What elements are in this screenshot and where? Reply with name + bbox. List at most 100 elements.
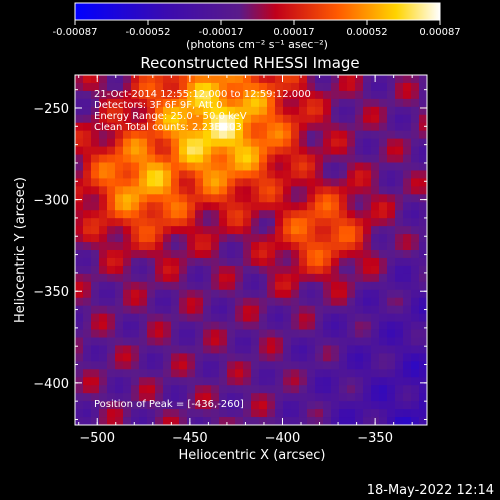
heatmap-cell	[187, 130, 196, 140]
heatmap-cell	[99, 369, 108, 378]
heatmap-cell	[363, 194, 372, 203]
x-axis: −500 −450 −400 −350	[78, 75, 413, 446]
heatmap-cell	[131, 186, 140, 195]
heatmap-cell	[243, 146, 252, 155]
heatmap-cell	[83, 265, 92, 275]
heatmap-cell	[99, 297, 108, 307]
heatmap-cell	[283, 353, 292, 362]
heatmap-cell	[291, 226, 300, 235]
heatmap-cell	[347, 186, 356, 195]
heatmap-cell	[211, 242, 220, 251]
heatmap-cell	[99, 106, 108, 116]
heatmap-cell	[227, 273, 236, 283]
heatmap-cell	[251, 393, 260, 402]
heatmap-cell	[171, 313, 180, 322]
heatmap-cell	[419, 401, 428, 410]
heatmap-cell	[403, 297, 412, 307]
heatmap-cell	[203, 90, 212, 100]
heatmap-cell	[291, 186, 300, 195]
heatmap-cell	[371, 226, 380, 235]
heatmap-cell	[219, 385, 228, 394]
heatmap-cell	[155, 329, 164, 338]
heatmap-cell	[147, 234, 156, 243]
heatmap-cell	[307, 98, 316, 108]
heatmap-cell	[331, 289, 340, 299]
heatmap-cell	[75, 154, 84, 163]
heatmap-cell	[347, 385, 356, 394]
heatmap-cell	[131, 361, 140, 370]
heatmap-cell	[187, 329, 196, 338]
heatmap-cell	[75, 194, 84, 203]
heatmap-cell	[171, 393, 180, 402]
heatmap-cell	[131, 250, 140, 259]
heatmap-cell	[395, 122, 404, 132]
heatmap-cell	[339, 289, 348, 299]
heatmap-cell	[275, 122, 284, 132]
heatmap-cell	[267, 409, 276, 418]
heatmap-cell	[403, 178, 412, 187]
heatmap-cell	[363, 154, 372, 163]
heatmap-cell	[123, 385, 132, 394]
heatmap-cell	[299, 146, 308, 155]
heatmap-cell	[251, 250, 260, 259]
heatmap-cell	[147, 90, 156, 100]
heatmap-cell	[307, 178, 316, 187]
heatmap-cell	[195, 202, 204, 211]
heatmap-cell	[219, 114, 228, 124]
heatmap-cell	[123, 337, 132, 346]
heatmap-cell	[187, 186, 196, 195]
heatmap-cell	[219, 337, 228, 346]
heatmap-cell	[267, 226, 276, 235]
heatmap-cell	[99, 218, 108, 227]
heatmap-cell	[227, 234, 236, 243]
heatmap-cell	[235, 98, 244, 108]
heatmap-cell	[211, 75, 220, 84]
heatmap-cell	[235, 273, 244, 283]
heatmap-cell	[291, 361, 300, 370]
heatmap-cell	[155, 170, 164, 179]
heatmap-cell	[355, 305, 364, 315]
heatmap-cell	[203, 146, 212, 155]
heatmap-cell	[419, 281, 428, 291]
heatmap-cell	[131, 154, 140, 163]
heatmap-cell	[211, 321, 220, 330]
heatmap-cell	[107, 114, 116, 124]
heatmap-cell	[275, 178, 284, 187]
colorbar-tick-label: -0.00052	[126, 27, 171, 38]
heatmap-cell	[395, 162, 404, 171]
heatmap-cell	[379, 409, 388, 418]
heatmap-cells	[75, 75, 428, 426]
heatmap-cell	[387, 401, 396, 410]
heatmap-cell	[339, 202, 348, 211]
heatmap-cell	[155, 82, 164, 92]
colorbar-gradient	[74, 2, 441, 21]
heatmap-cell	[299, 417, 308, 426]
heatmap-cell	[75, 409, 84, 418]
heatmap-cell	[139, 226, 148, 235]
heatmap-cell	[163, 393, 172, 402]
heatmap-cell	[291, 210, 300, 219]
heatmap-cell	[163, 202, 172, 211]
heatmap-cell	[107, 329, 116, 338]
heatmap-cell	[219, 210, 228, 219]
heatmap-cell	[75, 210, 84, 219]
heatmap-cell	[347, 226, 356, 235]
heatmap-cell	[235, 194, 244, 203]
heatmap-cell	[203, 75, 212, 84]
heatmap-cell	[395, 281, 404, 291]
heatmap-cell	[379, 289, 388, 299]
heatmap-cell	[315, 353, 324, 362]
heatmap-cell	[379, 146, 388, 155]
heatmap-cell	[219, 154, 228, 163]
heatmap-cell	[307, 321, 316, 330]
heatmap-cell	[155, 178, 164, 187]
heatmap-cell	[339, 313, 348, 322]
heatmap-cell	[291, 273, 300, 283]
heatmap-cell	[323, 393, 332, 402]
heatmap-cell	[107, 82, 116, 92]
heatmap-cell	[203, 210, 212, 219]
heatmap-cell	[347, 202, 356, 211]
heatmap-cell	[339, 82, 348, 92]
heatmap-cell	[419, 289, 428, 299]
heatmap-cell	[203, 353, 212, 362]
